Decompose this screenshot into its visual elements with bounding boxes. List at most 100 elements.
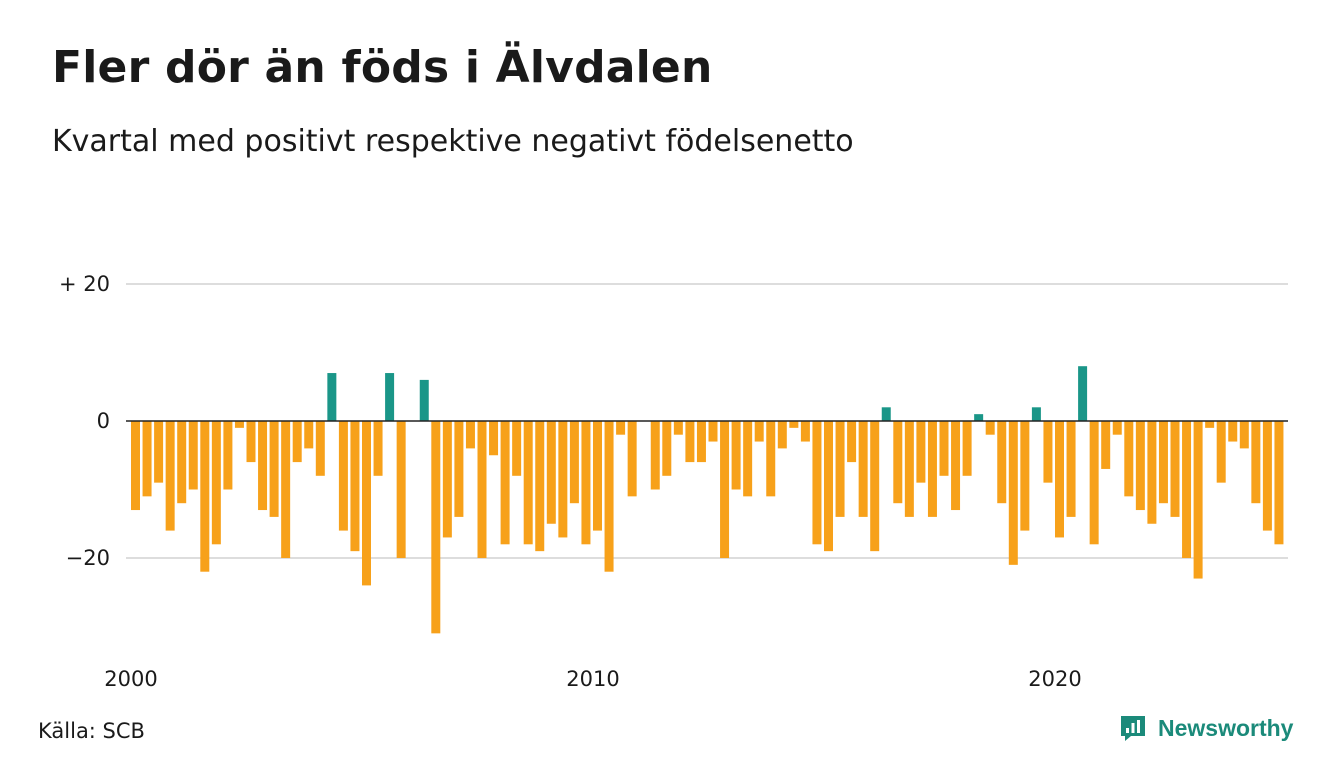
bar-negative — [246, 421, 256, 463]
bar-negative — [800, 421, 810, 442]
bar-positive — [1031, 407, 1041, 421]
bar-negative — [546, 421, 556, 524]
bar-negative — [1124, 421, 1134, 497]
brand[interactable]: Newsworthy — [1118, 713, 1293, 743]
bar-negative — [1170, 421, 1180, 517]
bar-negative — [465, 421, 475, 449]
bar-negative — [939, 421, 949, 476]
source-label: Källa: SCB — [38, 719, 145, 743]
bar-negative — [1193, 421, 1203, 579]
x-tick-label: 2020 — [1028, 667, 1081, 691]
bar-negative — [1182, 421, 1192, 558]
x-tick-label: 2000 — [104, 667, 157, 691]
grid-lines — [126, 283, 1288, 559]
chart-subtitle: Kvartal med positivt respektive negativt… — [52, 124, 854, 159]
bar-negative — [1135, 421, 1145, 511]
x-axis-ticks: 2000 2010 2020 — [104, 667, 1081, 691]
bar-negative — [904, 421, 914, 517]
bar-negative — [581, 421, 591, 545]
bar-negative — [789, 421, 799, 428]
y-tick-label: + 20 — [59, 272, 110, 296]
bar-negative — [1112, 421, 1122, 435]
newsworthy-logo-icon — [1121, 716, 1145, 741]
bar-positive — [881, 407, 891, 421]
chart-title: Fler dör än föds i Älvdalen — [52, 42, 713, 93]
bar-negative — [1262, 421, 1272, 531]
bar-negative — [1020, 421, 1030, 531]
bar-negative — [766, 421, 776, 497]
bar-negative — [927, 421, 937, 517]
bar-negative — [292, 421, 302, 463]
bar-negative — [512, 421, 522, 476]
bar-negative — [431, 421, 441, 634]
bar-negative — [870, 421, 880, 552]
bar-negative — [396, 421, 406, 558]
bar-positive — [1078, 366, 1088, 421]
bar-negative — [1228, 421, 1238, 442]
bar-negative — [165, 421, 175, 531]
bar-negative — [1101, 421, 1111, 469]
bar-negative — [1008, 421, 1018, 565]
bar-negative — [847, 421, 857, 463]
bar-negative — [593, 421, 602, 531]
bar-negative — [1251, 421, 1261, 504]
bar-negative — [1147, 421, 1157, 524]
x-tick-label: 2010 — [566, 667, 619, 691]
bar-negative — [442, 421, 452, 538]
bar-negative — [627, 421, 637, 497]
bar-negative — [985, 421, 995, 435]
bar-chart: + 20 0 −20 2000 2010 2020 — [59, 272, 1288, 691]
bar-negative — [223, 421, 233, 490]
bar-negative — [500, 421, 510, 545]
brand-name: Newsworthy — [1158, 714, 1294, 741]
bars — [131, 366, 1284, 634]
bar-negative — [685, 421, 695, 463]
bar-negative — [154, 421, 164, 483]
bar-negative — [1089, 421, 1099, 545]
bar-positive — [419, 379, 429, 421]
bar-negative — [338, 421, 348, 531]
bar-negative — [211, 421, 221, 545]
bar-positive — [327, 373, 337, 421]
bar-negative — [1066, 421, 1076, 517]
bar-negative — [604, 421, 614, 572]
bar-negative — [200, 421, 210, 572]
bar-negative — [824, 421, 833, 552]
bar-negative — [916, 421, 926, 483]
bar-negative — [269, 421, 279, 517]
bar-negative — [662, 421, 672, 476]
bar-negative — [454, 421, 464, 517]
bar-negative — [754, 421, 764, 442]
bar-negative — [1055, 421, 1064, 538]
bar-negative — [362, 421, 371, 586]
y-tick-label: −20 — [66, 546, 110, 570]
bar-negative — [858, 421, 868, 517]
bar-negative — [177, 421, 187, 504]
bar-negative — [997, 421, 1007, 504]
bar-negative — [616, 421, 626, 435]
y-axis-ticks: + 20 0 −20 — [59, 272, 110, 570]
bar-negative — [1043, 421, 1053, 483]
bar-negative — [812, 421, 822, 545]
bar-negative — [696, 421, 706, 463]
bar-negative — [477, 421, 487, 558]
bar-negative — [720, 421, 730, 558]
bar-negative — [1158, 421, 1168, 504]
bar-negative — [523, 421, 533, 545]
bar-negative — [1205, 421, 1215, 428]
bar-negative — [350, 421, 360, 552]
y-tick-label: 0 — [97, 409, 110, 433]
bar-negative — [304, 421, 314, 449]
bar-negative — [673, 421, 683, 435]
bar-negative — [1274, 421, 1284, 545]
bar-positive — [974, 414, 984, 421]
bar-negative — [373, 421, 383, 476]
bar-negative — [234, 421, 244, 428]
bar-negative — [962, 421, 972, 476]
bar-negative — [777, 421, 787, 449]
bar-negative — [188, 421, 198, 490]
bar-negative — [489, 421, 499, 456]
bar-negative — [835, 421, 845, 517]
bar-negative — [315, 421, 325, 476]
bar-negative — [743, 421, 753, 497]
